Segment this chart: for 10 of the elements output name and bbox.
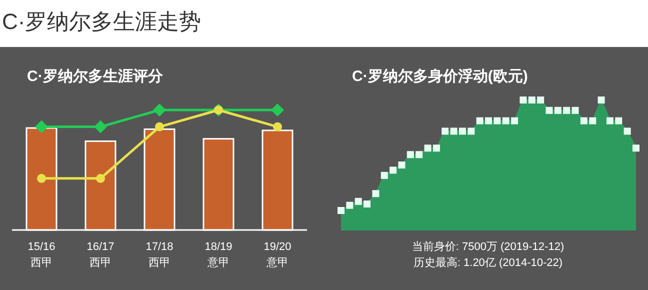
x-tick-label: 16/17 西甲 xyxy=(86,241,114,269)
text: 历史最高: 1.20亿 (2014-10-22) xyxy=(413,256,563,269)
x-tick-label: 15/16 西甲 xyxy=(28,241,56,269)
chart-title: C·罗纳尔多生涯走势 xyxy=(2,9,202,34)
x-tick-label: 18/19 意甲 xyxy=(204,241,232,269)
x-tick-label: 17/18 西甲 xyxy=(146,241,174,269)
chart-subtitle: C·罗纳尔多生涯评分 xyxy=(27,68,164,85)
x-tick-label: 19/20 意甲 xyxy=(264,241,292,269)
chart-title: C·罗纳尔多身价浮动(欧元) xyxy=(352,68,528,85)
text: 当前身价: 7500万 (2019-12-12) xyxy=(412,241,564,253)
